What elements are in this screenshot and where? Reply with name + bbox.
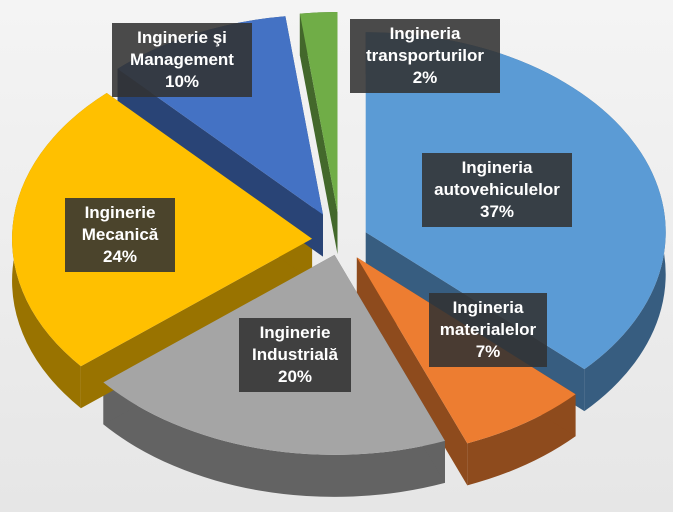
data-label: Ingineria autovehiculelor 37%: [422, 153, 572, 227]
label-value: 37%: [479, 202, 515, 221]
label-category: Inginerie Mecanică: [81, 203, 159, 244]
slice-wall: [299, 13, 338, 255]
data-label: Inginerie Industrială 20%: [239, 318, 351, 392]
data-label: Inginerie Mecanică 24%: [65, 198, 175, 272]
label-value: 20%: [277, 367, 313, 386]
data-label: Ingineria materialelor 7%: [429, 293, 547, 367]
label-value: 10%: [164, 72, 200, 91]
label-category: Inginerie Industrială: [252, 323, 338, 364]
label-category: Ingineria autovehiculelor: [434, 158, 560, 199]
label-category: Ingineria materialelor: [439, 298, 537, 339]
slice-wall: [117, 68, 323, 257]
slice-wall: [356, 257, 468, 486]
label-category: Inginerie şi Management: [130, 28, 234, 69]
slice-side: [103, 382, 445, 497]
label-value: 2%: [412, 68, 438, 87]
label-category: Ingineria transporturilor: [365, 24, 485, 65]
data-label: Inginerie şi Management 10%: [112, 23, 252, 97]
label-value: 7%: [475, 342, 501, 361]
label-value: 24%: [102, 247, 138, 266]
slice: [299, 12, 338, 213]
data-label: Ingineria transporturilor 2%: [350, 19, 500, 93]
